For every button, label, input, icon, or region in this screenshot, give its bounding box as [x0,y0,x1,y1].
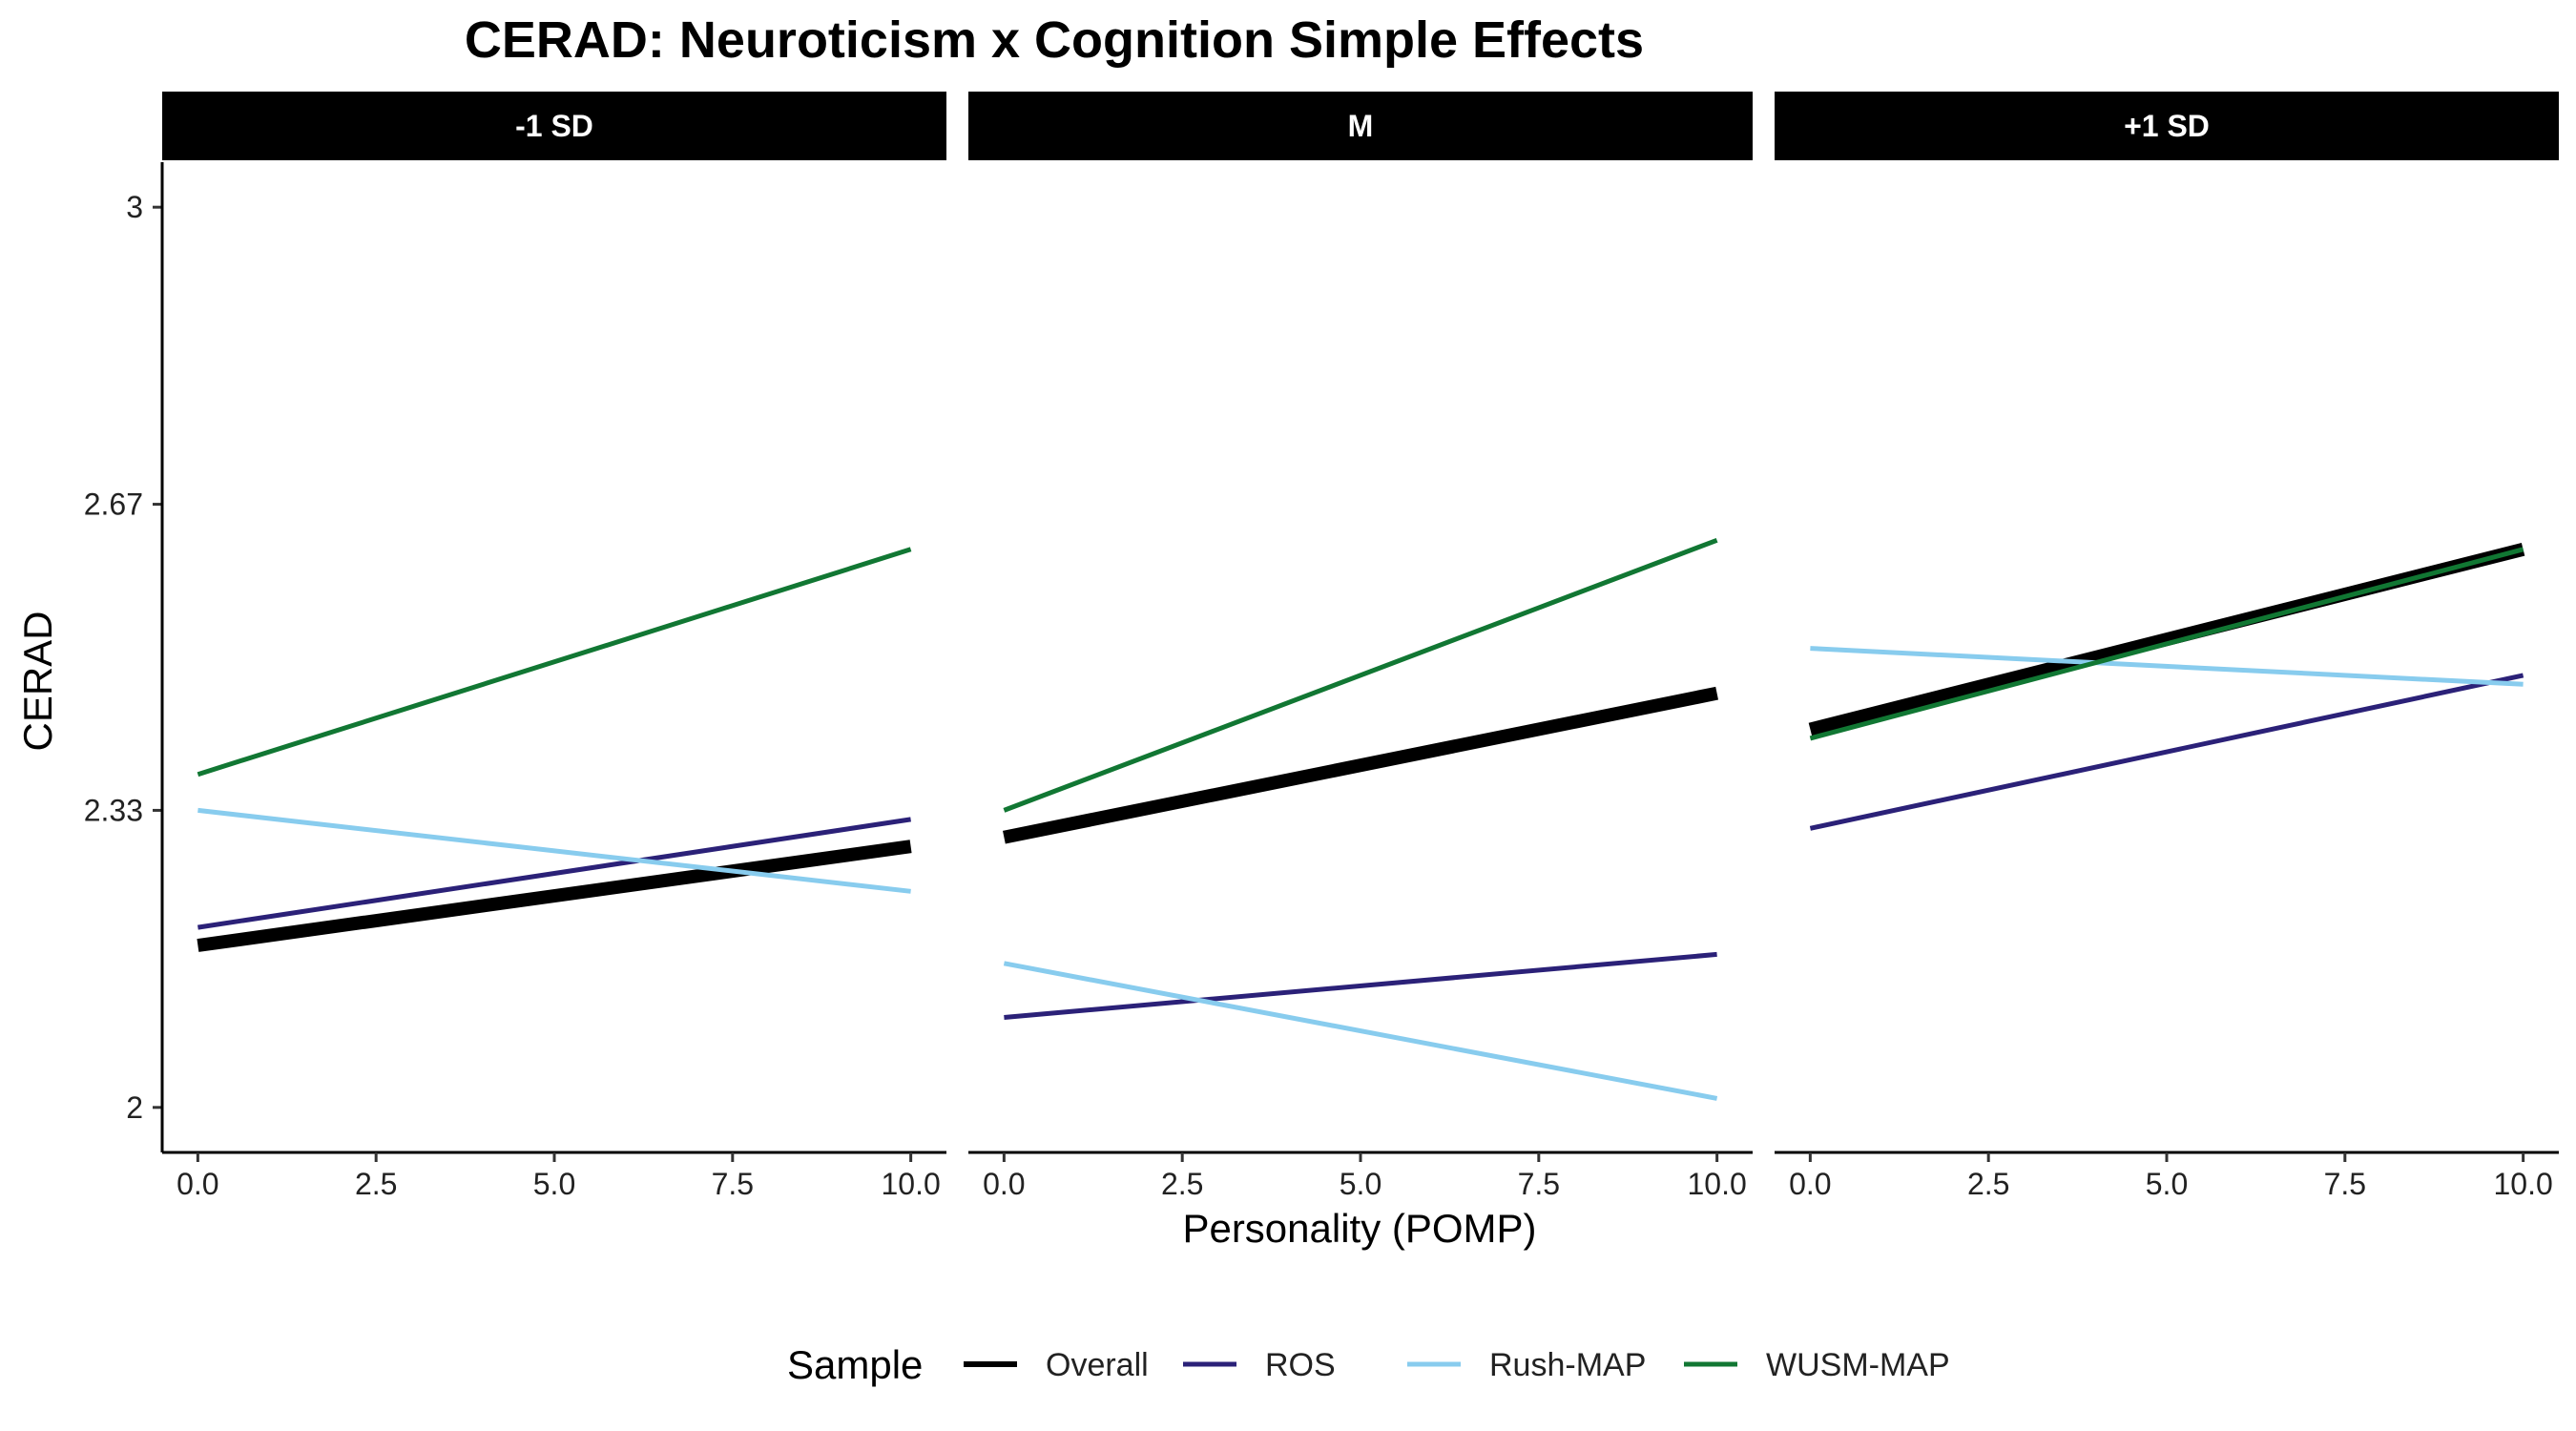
y-tick-label: 2.33 [84,793,143,827]
legend-item-rush-map: Rush-MAP [1407,1347,1646,1383]
facet-strip [162,92,946,160]
x-tick-label: 10.0 [2493,1167,2552,1201]
series-line-rush-map [1003,961,1718,1101]
x-tick-label: 2.5 [355,1167,397,1201]
legend-item-wusm-map: WUSM-MAP [1684,1347,1950,1383]
series-line-ros [1004,951,1717,1020]
x-tick-label: 7.5 [2324,1167,2366,1201]
x-tick-label: 5.0 [533,1167,575,1201]
x-tick-label: 5.0 [1340,1167,1381,1201]
x-tick-label: 10.0 [1687,1167,1746,1201]
series-line-ros [197,817,911,930]
series-line-overall [197,840,912,952]
x-tick-label: 2.5 [1161,1167,1203,1201]
facet-panel-1-sd: -1 SD 0.0 2.5 5.0 7.5 10.0 [160,92,946,1201]
legend-label: Overall [1046,1347,1149,1383]
series-line-wusm-map [1809,547,2524,741]
facet-panel-1-sd: +1 SD 0.0 2.5 5.0 7.5 10.0 [1775,92,2559,1201]
legend-item-ros: ROS [1183,1347,1336,1383]
legend-label: WUSM-MAP [1766,1347,1950,1383]
x-tick-label: 7.5 [712,1167,754,1201]
series-line-rush-map [197,807,911,894]
series-line-ros [1809,673,2524,831]
y-tick-label: 2 [126,1090,143,1125]
x-tick-label: 0.0 [1789,1167,1831,1201]
y-axis: 2 2.33 2.67 3 [84,190,162,1125]
y-axis-title: CERAD [15,611,60,751]
facet-panel-m: M 0.0 2.5 5.0 7.5 10.0 [968,92,1753,1201]
facet-strip-label: M [1348,109,1374,143]
legend-title: Sample [787,1342,923,1387]
series-line-overall [1003,686,1718,844]
x-tick-label: 7.5 [1518,1167,1560,1201]
facet-strip [968,92,1753,160]
legend-label: ROS [1265,1347,1336,1383]
panels-layer: 2 2.33 2.67 3 -1 SD 0.0 2.5 5.0 7.5 10.0 M 0.0 2.5 5.… [84,92,2559,1201]
facet-strip [1775,92,2559,160]
facet-strip-label: -1 SD [515,109,593,143]
chart-title: CERAD: Neuroticism x Cognition Simple Ef… [465,11,1644,69]
x-tick-label: 10.0 [881,1167,940,1201]
x-tick-label: 5.0 [2146,1167,2188,1201]
legend: Sample Overall ROS Rush-MAP WUSM-MAP [787,1342,1950,1387]
series-line-rush-map [1810,646,2524,687]
y-tick-label: 3 [126,190,143,224]
facet-strip-label: +1 SD [2124,109,2210,143]
series-line-wusm-map [1003,537,1718,813]
x-tick-label: 0.0 [177,1167,218,1201]
y-tick-label: 2.67 [84,487,143,522]
x-axis-title: Personality (POMP) [1182,1206,1536,1251]
x-tick-label: 0.0 [983,1167,1025,1201]
legend-label: Rush-MAP [1489,1347,1646,1383]
x-tick-label: 2.5 [1967,1167,2009,1201]
legend-item-overall: Overall [964,1347,1149,1383]
series-line-wusm-map [197,547,912,778]
